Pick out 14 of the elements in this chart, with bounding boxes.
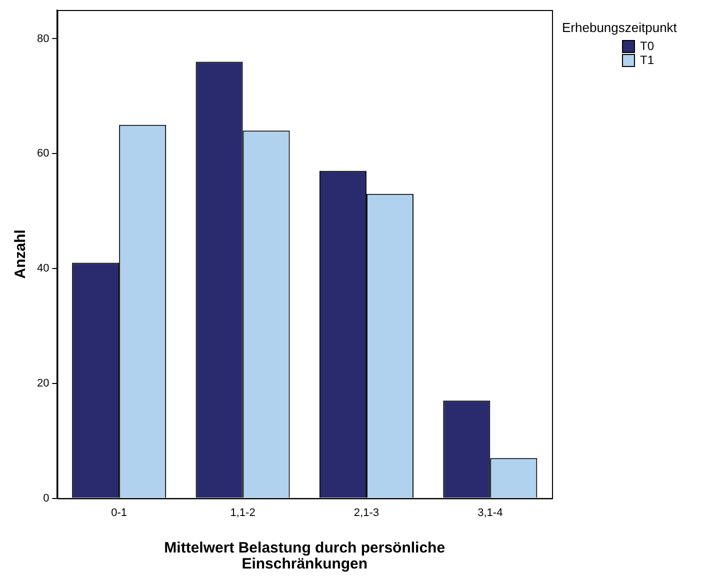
y-tick-label: 40 [36, 262, 50, 275]
x-axis-title: Mittelwert Belastung durch persönliche Einschränkungen [164, 540, 446, 572]
legend-label: T1 [640, 53, 654, 67]
x-tick-label: 1,1-2 [230, 506, 256, 519]
y-tick-label: 20 [36, 377, 50, 390]
legend-title: Erhebungszeitpunkt [562, 20, 677, 35]
y-tick-label: 60 [36, 148, 50, 160]
x-tick-label: 0-1 [111, 506, 128, 519]
x-tick-label: 3,1-4 [478, 506, 503, 519]
legend-label: T0 [640, 39, 654, 53]
y-tick-label: 0 [43, 492, 50, 504]
x-tick-label: 2,1-3 [354, 506, 379, 519]
y-tick-label: 80 [36, 32, 50, 45]
y-axis-title: Anzahl [12, 230, 30, 279]
